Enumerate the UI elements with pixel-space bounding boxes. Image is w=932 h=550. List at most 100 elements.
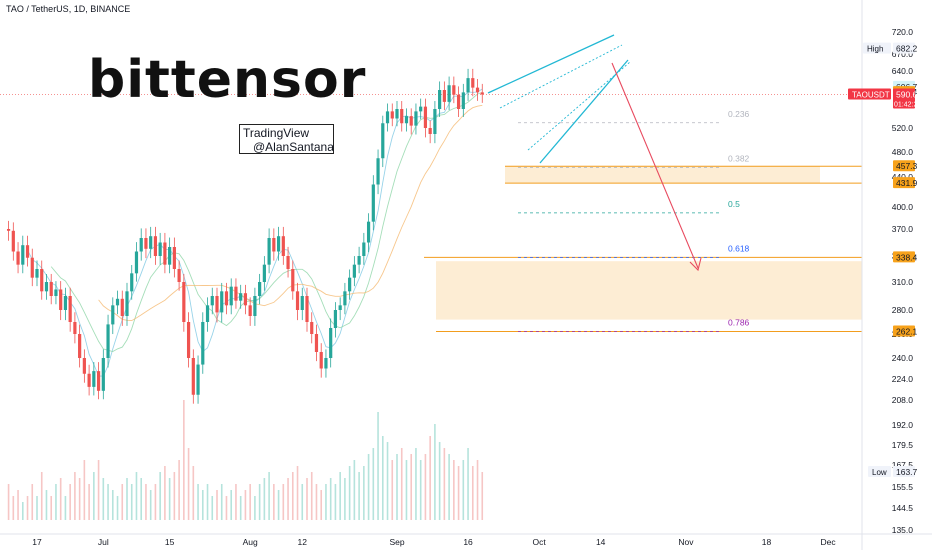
x-tick-label-4: 12 [298,537,308,547]
candle-body-96 [461,92,465,109]
volume-bar-40 [197,484,199,520]
candle-body-74 [357,256,361,265]
wedge-lower-line [539,59,629,164]
candle-body-50 [243,293,248,306]
volume-bar-33 [164,466,166,520]
volume-bar-66 [320,490,323,520]
candle-body-14 [73,322,77,334]
volume-bar-71 [344,478,346,520]
volume-bar-10 [55,484,57,520]
candle-body-9 [49,282,53,296]
volume-bar-68 [329,478,332,520]
volume-bar-35 [173,472,176,520]
fib-zone-upper [505,166,820,184]
candle-body-24 [120,298,124,316]
volume-bar-39 [192,466,195,520]
price-badge-6 [893,251,915,263]
candle-body-4 [25,245,30,258]
volume-bar-13 [69,484,71,520]
y-tick-label-5: 440.0 [892,172,914,182]
price-badge-value-4: 457.3 [896,161,918,171]
candle-body-92 [442,90,446,102]
candle-body-34 [168,247,172,265]
price-badge-label-8: Low [872,468,887,477]
candle-body-99 [475,87,480,93]
volume-bar-53 [258,484,261,520]
candle-body-89 [428,128,432,134]
candle-body-58 [281,236,285,256]
volume-bar-26 [130,484,133,520]
volume-bar-79 [381,436,384,520]
candle-body-61 [295,291,300,310]
volume-bar-28 [140,478,143,520]
volume-bar-20 [102,478,105,520]
volume-bar-85 [410,454,413,520]
x-tick-label-9: Nov [678,537,694,547]
projection-arrow-shaft [611,62,699,269]
candle-body-88 [423,106,428,128]
candle-body-91 [438,90,442,109]
volume-bar-18 [93,472,95,520]
volume-bar-86 [415,448,417,520]
candle-body-75 [362,242,366,256]
price-badge-countdown-3: 01:42:25 [894,101,921,108]
volume-bar-22 [111,490,114,520]
y-tick-label-2: 640.0 [892,66,914,76]
price-badge-4 [893,160,915,172]
volume-bar-25 [126,478,128,520]
candle-body-46 [224,291,229,306]
y-tick-label-14: 208.0 [892,395,914,405]
candle-body-59 [286,256,290,269]
x-tick-label-7: Oct [532,537,546,547]
candle-body-44 [215,296,219,313]
price-badge-5 [893,177,915,189]
price-badge-value-5: 431.9 [896,178,918,188]
price-badge-value-6: 338.4 [896,252,918,262]
volume-bar-55 [268,472,270,520]
volume-bar-9 [50,496,53,520]
x-tick-label-10: 18 [762,537,772,547]
volume-bar-67 [325,484,327,520]
ma-slow [98,104,483,322]
volume-bar-2 [17,490,19,520]
candle-body-70 [338,305,342,310]
candle-body-55 [267,238,271,265]
candle-body-76 [366,221,371,243]
bittensor-logo: bittensor [88,50,367,110]
candle-body-0 [6,229,11,231]
volume-bar-12 [64,496,67,520]
volume-bar-83 [400,448,403,520]
candle-body-12 [63,296,68,310]
y-tick-label-6: 400.0 [892,202,914,212]
volume-bar-52 [254,496,256,520]
fib-level-label-0: 0.236 [728,109,750,119]
candle-body-15 [78,334,82,358]
ma-mid [50,92,483,352]
projection-arrow-head [689,257,702,272]
volume-bar-94 [453,460,455,520]
x-tick-label-5: Sep [389,537,404,547]
volume-bar-21 [107,484,109,520]
volume-bar-19 [97,460,100,520]
volume-bar-45 [220,484,223,520]
candle-body-26 [130,273,134,292]
price-badge-tag-8 [868,465,891,477]
y-tick-label-7: 370.0 [892,224,914,234]
volume-bar-43 [211,496,214,520]
volume-bar-8 [45,490,48,520]
candle-body-64 [310,322,314,334]
volume-bar-70 [339,472,341,520]
candle-body-7 [40,269,44,292]
candle-body-3 [21,245,25,265]
candle-body-95 [456,94,461,109]
volume-bar-5 [31,484,34,520]
y-tick-label-16: 179.5 [892,440,914,450]
watermark-line-1: TradingView [243,126,310,140]
y-tick-label-13: 224.0 [892,374,914,384]
candle-body-69 [333,310,338,328]
volume-bar-46 [225,496,228,520]
candle-body-2 [16,251,20,265]
candle-body-73 [352,264,356,278]
volume-bar-76 [367,454,370,520]
